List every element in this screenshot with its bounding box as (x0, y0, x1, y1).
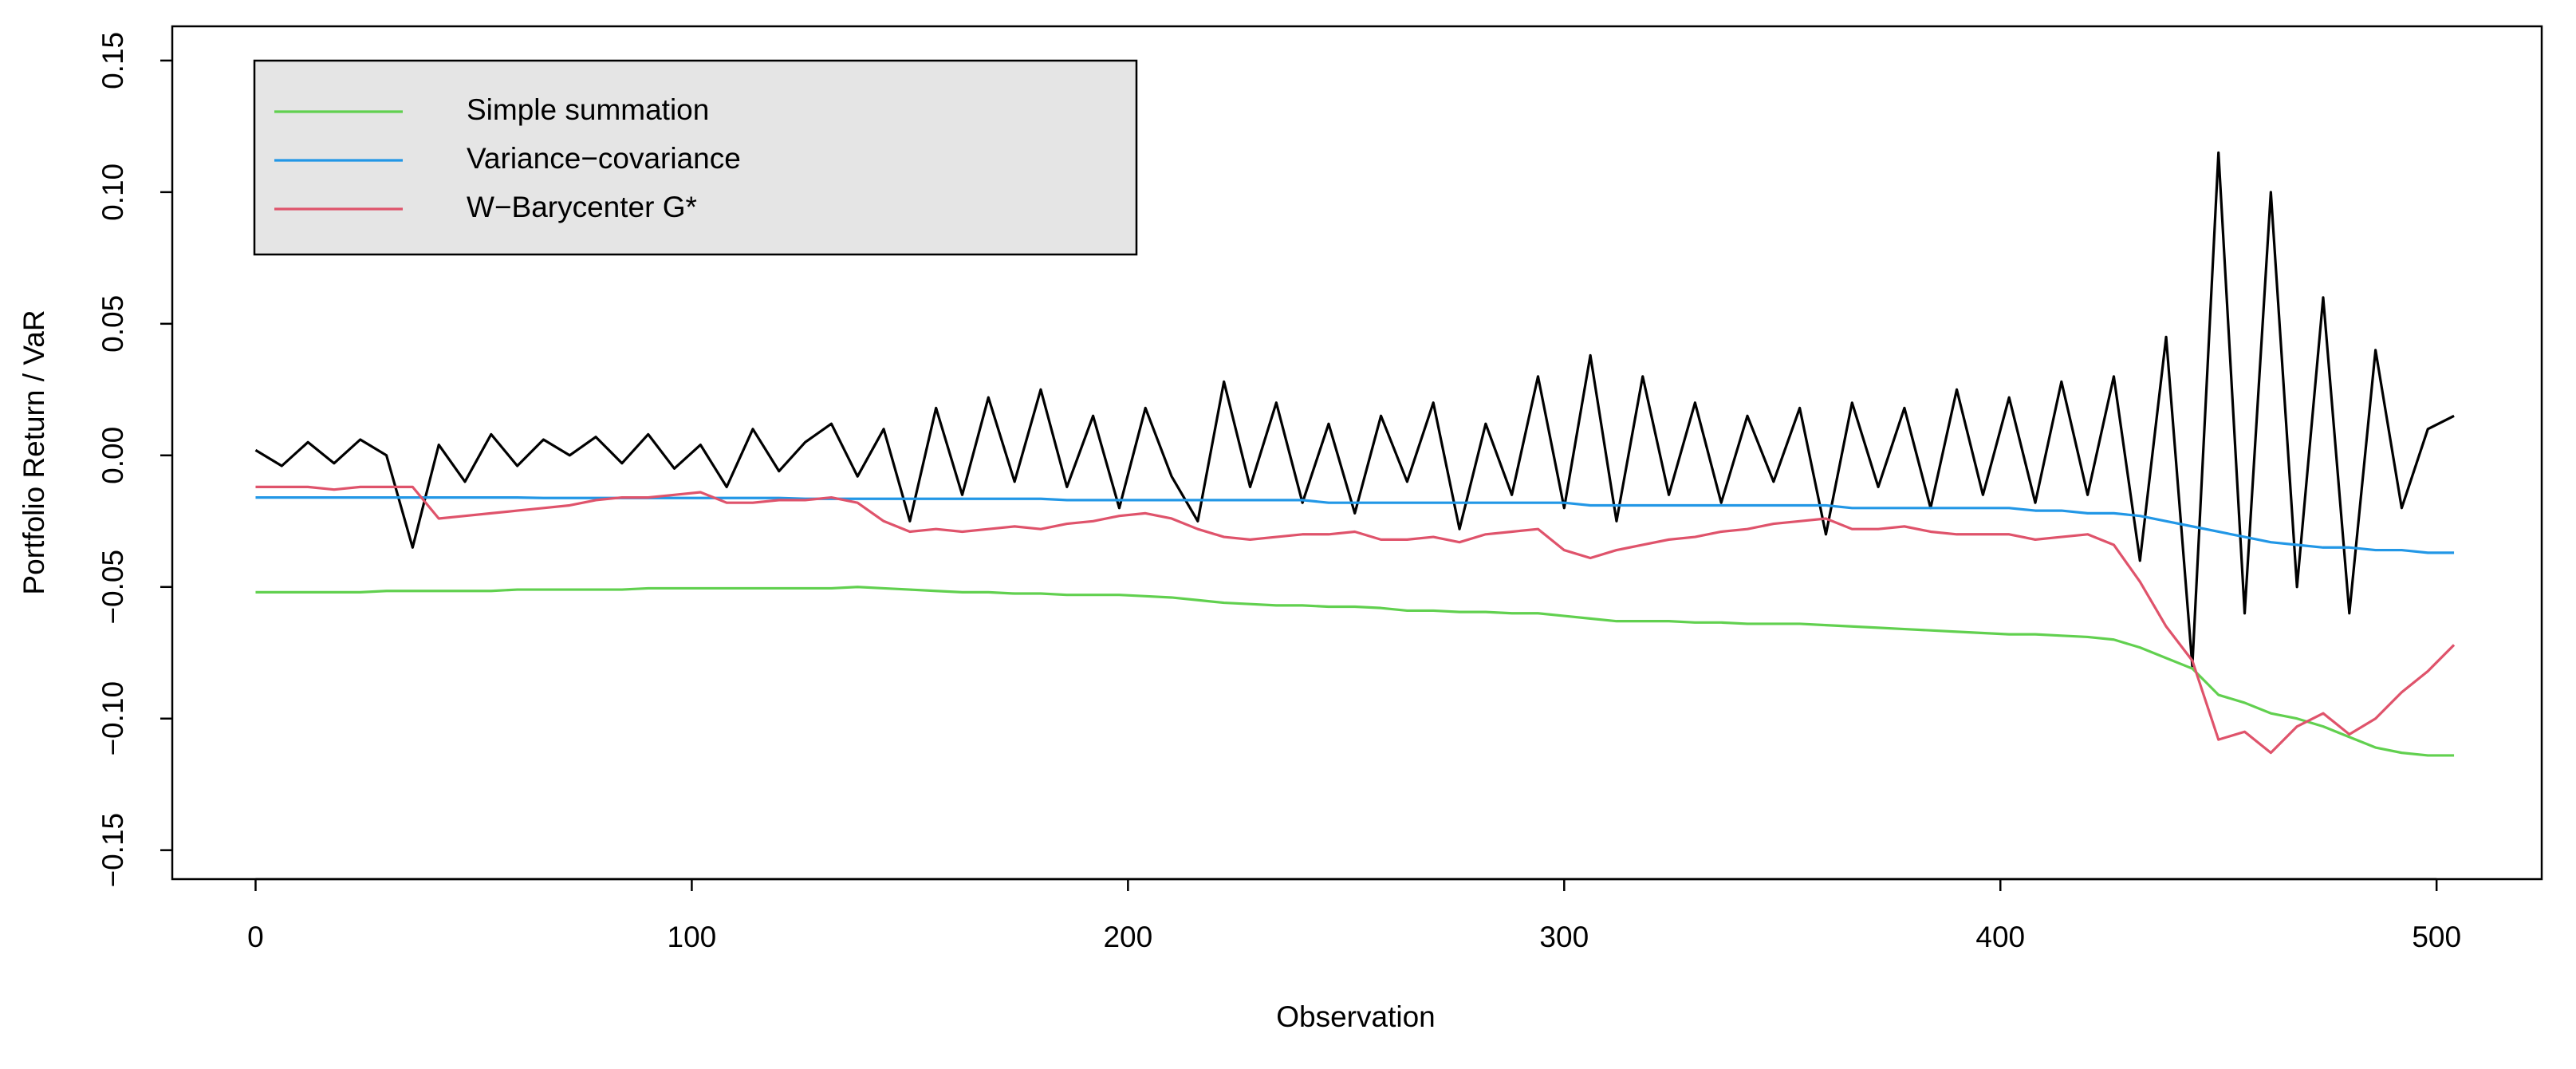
series-line (255, 495, 2455, 554)
legend-label: Variance−covariance (467, 142, 741, 175)
legend-box (253, 59, 1138, 256)
y-tick-label: −0.10 (97, 681, 129, 756)
y-axis-label: Portfolio Return / VaR (18, 310, 50, 594)
series-line (255, 586, 2455, 757)
x-tick-label: 200 (1103, 921, 1152, 953)
y-tick-label: −0.05 (97, 550, 129, 625)
y-tick-label: 0.15 (97, 32, 129, 89)
x-axis-label: Observation (1276, 1000, 1436, 1033)
legend-label: Simple summation (467, 93, 709, 126)
y-tick-label: 0.05 (97, 295, 129, 353)
x-tick-label: 400 (1975, 921, 2025, 953)
x-tick-label: 300 (1539, 921, 1589, 953)
y-tick-label: −0.15 (97, 813, 129, 888)
series-line (254, 151, 2455, 668)
y-tick-label: 0.00 (97, 427, 129, 484)
x-tick-label: 100 (668, 921, 717, 953)
x-tick-label: 500 (2412, 921, 2461, 953)
series-line (255, 485, 2456, 755)
y-tick-label: 0.10 (97, 164, 129, 221)
x-tick-label: 0 (247, 921, 264, 953)
legend: Simple summation Variance−covariance W−Bar… (253, 59, 1138, 256)
legend-label: W−Barycenter G* (467, 191, 697, 223)
